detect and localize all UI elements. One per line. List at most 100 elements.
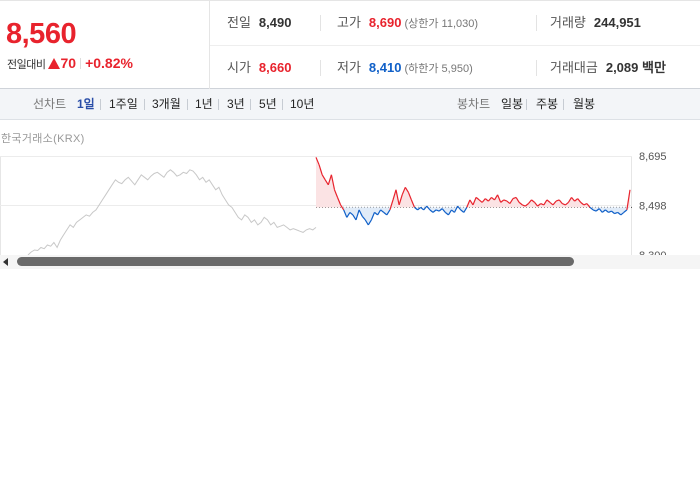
price-segment	[383, 211, 388, 216]
price-segment	[497, 194, 502, 203]
price-segment	[472, 197, 477, 206]
price-segment	[601, 209, 606, 213]
price-segment	[423, 205, 428, 211]
price-segment	[466, 199, 471, 208]
price-segment	[333, 189, 339, 198]
price-segment	[364, 219, 369, 226]
price-segment	[506, 200, 511, 205]
price-segment	[617, 211, 622, 216]
price-segment	[503, 199, 508, 202]
price-segment	[315, 157, 320, 166]
price-segment	[318, 164, 323, 175]
tab-10year[interactable]: 10년	[290, 97, 315, 111]
price-segment	[531, 199, 535, 203]
divider	[218, 99, 219, 110]
trade-amount: 거래대금 2,089 백만	[550, 46, 666, 90]
price-segment	[349, 211, 354, 216]
tab-5year[interactable]: 5년	[259, 97, 277, 111]
line-chart-label: 선차트	[33, 97, 67, 111]
tab-3month[interactable]: 3개월	[152, 97, 181, 111]
price-segment	[611, 210, 615, 215]
price-segment	[377, 209, 382, 216]
price-segment	[586, 203, 591, 208]
price-segment	[401, 187, 406, 196]
price-segment	[475, 196, 480, 201]
price-segment	[324, 179, 329, 186]
price-segment	[524, 203, 529, 207]
divider	[80, 58, 82, 69]
y-tick-label: 8,498	[639, 200, 667, 212]
divider	[536, 15, 537, 31]
price-segment	[515, 197, 520, 203]
open-price: 시가 8,660	[227, 46, 291, 90]
volume-value: 244,951	[593, 15, 641, 30]
open-label: 시가	[227, 60, 251, 75]
divider	[526, 99, 527, 110]
price-box: 8,560 전일대비 70 +0.82%	[0, 1, 210, 89]
price-segment	[417, 206, 422, 211]
price-segment	[512, 196, 517, 200]
divider	[282, 99, 283, 110]
prev-close-label: 전일	[227, 15, 251, 30]
price-segment	[398, 194, 403, 206]
price-segment	[407, 192, 412, 201]
price-segment	[500, 199, 505, 203]
price-segment	[583, 203, 588, 206]
price-segment	[389, 199, 394, 211]
chart-scrollbar[interactable]	[0, 255, 700, 269]
divider	[144, 99, 145, 110]
price-chart: 한국거래소(KRX) 8,695 8,498 8,300	[0, 121, 700, 258]
high-price: 고가 8,690 (상한가 11,030)	[337, 1, 478, 45]
price-segment	[438, 208, 443, 212]
amount-label: 거래대금	[550, 60, 598, 75]
prev-close: 전일 8,490	[227, 1, 291, 45]
divider	[187, 99, 188, 110]
price-segment	[367, 219, 372, 226]
price-segment	[358, 209, 363, 217]
line-chart-svg: 8,695 8,498 8,300	[0, 151, 667, 258]
price-segment	[404, 186, 409, 193]
price-segment	[441, 208, 446, 213]
price-segment	[327, 174, 332, 185]
price-segment	[540, 203, 545, 206]
high-value: 8,690	[368, 15, 402, 30]
open-value: 8,660	[258, 60, 292, 75]
price-segment	[426, 205, 431, 211]
prev-close-value: 8,490	[258, 15, 292, 30]
price-segment	[330, 174, 336, 190]
price-segment	[346, 212, 351, 218]
chart-tab-bar: 선차트 1일 1주일 3개월 1년 3년 5년 10년 봉차트 일봉 주봉 월봉	[0, 89, 700, 120]
price-segment	[463, 207, 468, 213]
divider	[320, 60, 321, 76]
price-segment	[343, 209, 348, 218]
tab-daily-candle[interactable]: 일봉	[501, 97, 524, 111]
price-segment	[518, 201, 523, 206]
price-segment	[565, 201, 569, 206]
price-segment	[577, 198, 582, 203]
price-segment	[478, 199, 483, 203]
change-percent: +0.82%	[85, 55, 133, 71]
price-segment	[447, 209, 453, 216]
history-line	[27, 169, 317, 256]
price-segment	[414, 206, 418, 211]
tab-weekly-candle[interactable]: 주봉	[536, 97, 559, 111]
price-segment	[451, 209, 455, 213]
price-segment	[605, 209, 609, 213]
tab-1day[interactable]: 1일	[77, 97, 95, 111]
price-segment	[321, 174, 326, 181]
price-segment	[534, 202, 539, 207]
tab-1week[interactable]: 1주일	[109, 97, 138, 111]
price-segment	[395, 189, 400, 206]
price-segment	[537, 203, 542, 207]
low-value: 8,410	[368, 60, 402, 75]
price-segment	[552, 200, 557, 206]
tab-3year[interactable]: 3년	[227, 97, 245, 111]
tab-1year[interactable]: 1년	[195, 97, 213, 111]
volume-label: 거래량	[550, 15, 586, 30]
scroll-left-arrow-icon[interactable]	[3, 258, 8, 266]
up-triangle-icon	[48, 58, 61, 69]
price-segment	[623, 209, 628, 213]
quote-row-1: 전일 8,490 고가 8,690 (상한가 11,030) 거래량 244,951	[210, 1, 700, 46]
tab-monthly-candle[interactable]: 월봉	[573, 97, 596, 111]
scroll-thumb[interactable]	[17, 257, 574, 266]
